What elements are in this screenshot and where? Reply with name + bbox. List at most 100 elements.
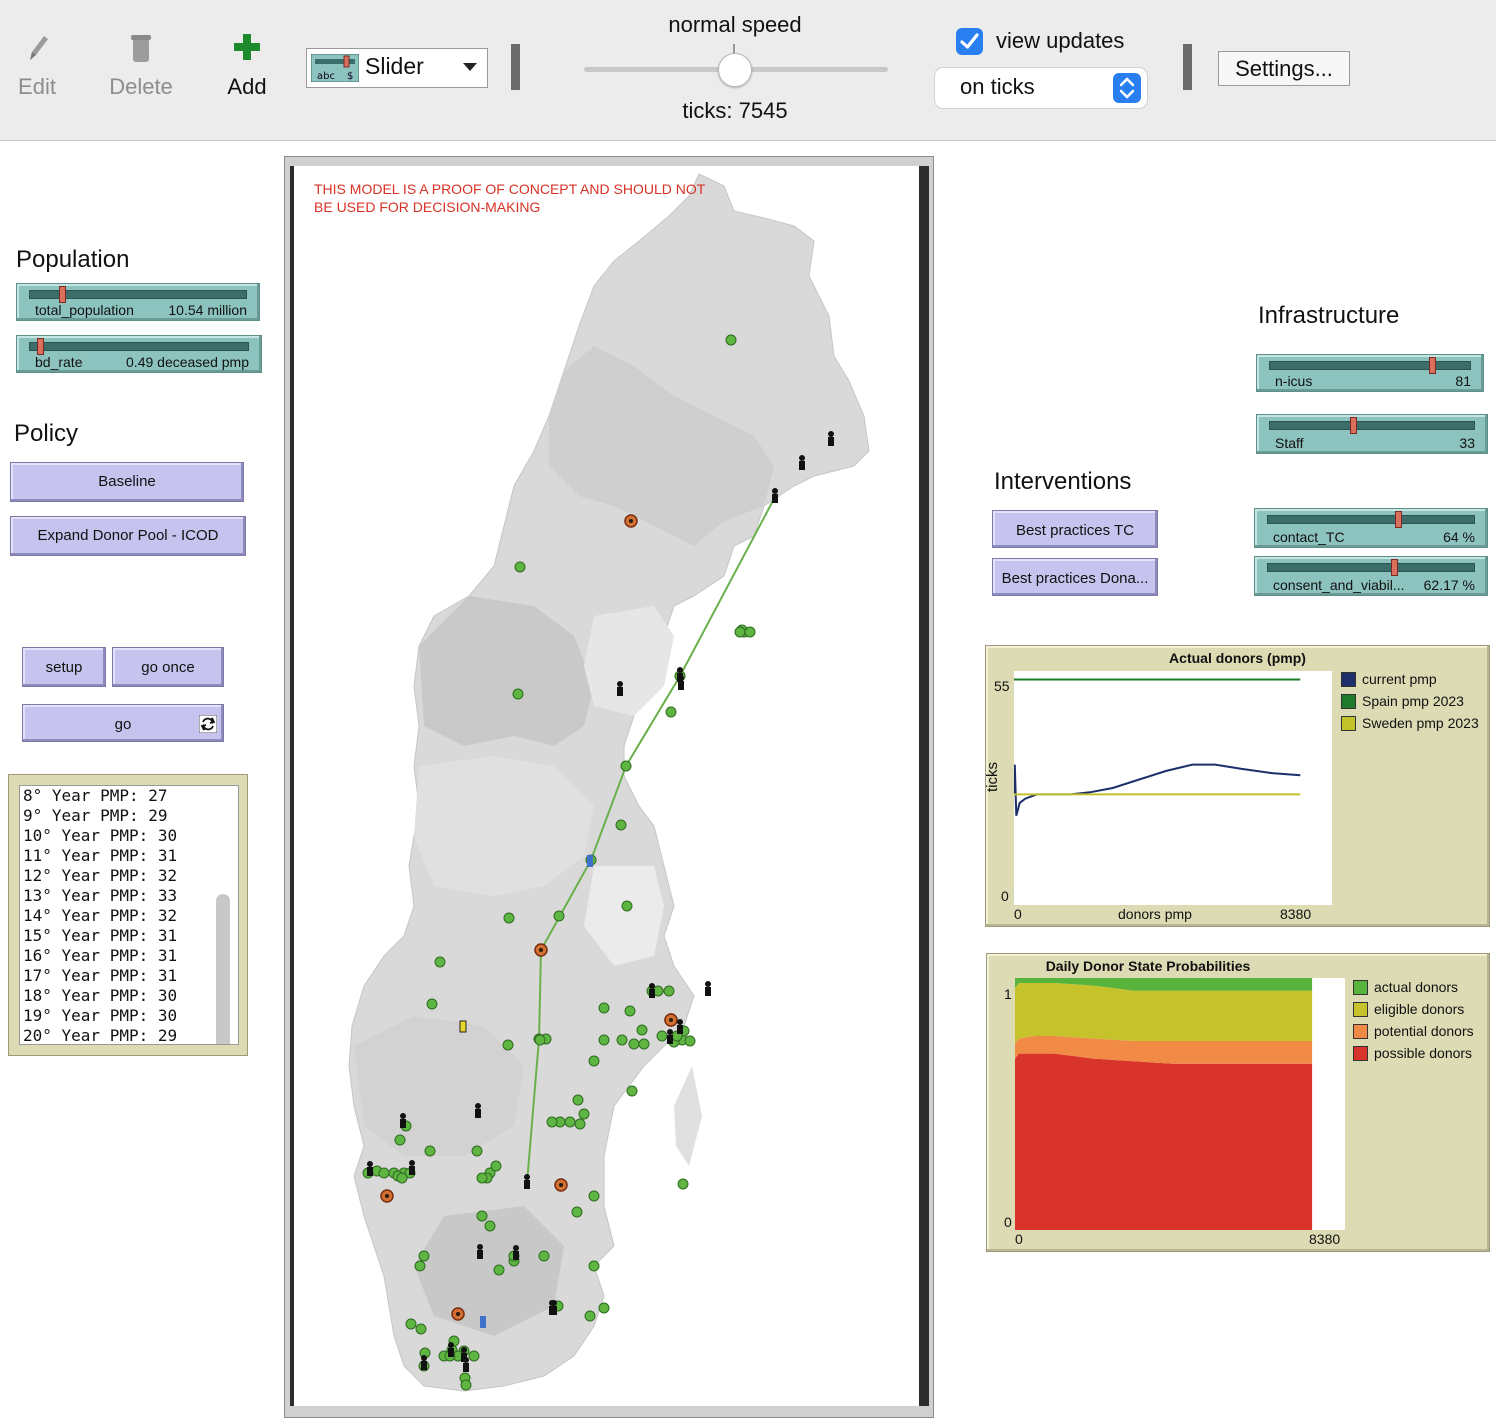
- hospital-node-icon: [434, 956, 446, 968]
- chevron-down-icon: [463, 63, 477, 71]
- slider-value: 64 %: [1443, 529, 1475, 545]
- bd-rate-slider[interactable]: bd_rate 0.49 deceased pmp: [16, 335, 262, 373]
- setup-button[interactable]: setup: [22, 647, 106, 687]
- person-icon: [772, 488, 778, 494]
- area-actual-donors: [1015, 978, 1313, 991]
- expand-donor-pool-button[interactable]: Expand Donor Pool - ICOD: [10, 516, 246, 556]
- contact-tc-slider[interactable]: contact_TC 64 %: [1254, 508, 1488, 548]
- hospital-node-icon: [418, 1250, 430, 1262]
- plot-area: [1013, 678, 1301, 816]
- transplant-center-dot: [669, 1018, 673, 1022]
- speed-slider-center-mark: [733, 44, 735, 54]
- output-line: 13° Year PMP: 33: [23, 886, 178, 905]
- add-button[interactable]: Add: [222, 30, 272, 100]
- widget-type-select[interactable]: abc $ Slider: [306, 48, 488, 88]
- hospital-node-icon: [564, 1116, 576, 1128]
- x-min-label: 0: [1015, 1231, 1023, 1247]
- hospital-node-icon: [734, 626, 746, 638]
- go-button[interactable]: go: [22, 704, 224, 742]
- slider-value: 10.54 million: [168, 302, 247, 318]
- hospital-node-icon: [598, 1002, 610, 1014]
- person-icon: [828, 431, 834, 437]
- transplant-center-dot: [539, 948, 543, 952]
- legend-swatch: [1353, 1002, 1368, 1017]
- hospital-node-icon: [677, 1178, 689, 1190]
- person-body: [678, 681, 684, 690]
- legend-item: potential donors: [1374, 1023, 1474, 1039]
- person-body: [705, 987, 711, 996]
- world-view[interactable]: THIS MODEL IS A PROOF OF CONCEPT AND SHO…: [294, 166, 919, 1406]
- legend-item: actual donors: [1374, 979, 1459, 995]
- view-updates-checkbox[interactable]: [956, 28, 983, 55]
- hospital-node-icon: [405, 1318, 417, 1330]
- person-icon: [705, 981, 711, 987]
- hospital-node-icon: [588, 1055, 600, 1067]
- baseline-button[interactable]: Baseline: [10, 462, 244, 502]
- transplant-center-dot: [385, 1194, 389, 1198]
- person-icon: [477, 1244, 483, 1250]
- person-body: [677, 1025, 683, 1034]
- settings-button[interactable]: Settings...: [1218, 51, 1350, 86]
- slider-handle[interactable]: [37, 338, 44, 355]
- total-population-slider[interactable]: total_population 10.54 million: [16, 283, 260, 321]
- slider-handle[interactable]: [1350, 417, 1357, 434]
- output-scrollbar[interactable]: [216, 894, 230, 1044]
- output-line: 11° Year PMP: 31: [23, 846, 178, 865]
- transplant-center-dot: [629, 519, 633, 523]
- hospital-node-icon: [598, 1034, 610, 1046]
- hospital-node-icon: [484, 1220, 496, 1232]
- slider-handle[interactable]: [1429, 357, 1436, 374]
- hospital-node-icon: [476, 1210, 488, 1222]
- output-line: 19° Year PMP: 30: [23, 1006, 178, 1025]
- person-body: [667, 1035, 673, 1044]
- n-icus-slider[interactable]: n-icus 81: [1256, 354, 1484, 392]
- svg-text:abc: abc: [317, 71, 335, 82]
- world-view-border: [919, 166, 929, 1406]
- actual-donors-plot[interactable]: Actual donors (pmp) 55 0 0 donors pmp 83…: [984, 645, 1490, 927]
- slider-value: 62.17 %: [1423, 577, 1475, 593]
- edit-button[interactable]: Edit: [14, 30, 60, 100]
- person-body: [475, 1109, 481, 1118]
- hospital-node-icon: [578, 1108, 590, 1120]
- hospital-node-icon: [396, 1172, 408, 1184]
- add-label: Add: [227, 74, 267, 99]
- person-icon: [617, 681, 623, 687]
- hospital-node-icon: [415, 1323, 427, 1335]
- button-label: Best practices TC: [1015, 522, 1135, 539]
- update-mode-select[interactable]: on ticks: [935, 68, 1147, 108]
- svg-text:$: $: [347, 71, 353, 82]
- best-practices-tc-button[interactable]: Best practices TC: [992, 510, 1158, 548]
- legend-swatch: [1353, 1046, 1368, 1061]
- hospital-node-icon: [656, 1030, 668, 1042]
- slider-handle[interactable]: [59, 286, 66, 303]
- slider-handle[interactable]: [1391, 559, 1398, 576]
- output-line: 16° Year PMP: 31: [23, 946, 178, 965]
- staff-slider[interactable]: Staff 33: [1256, 414, 1488, 454]
- area-potential-donors: [1015, 1036, 1313, 1064]
- person-icon: [448, 1342, 454, 1348]
- output-text-box[interactable]: 8° Year PMP: 27 9° Year PMP: 29 10° Year P…: [19, 785, 239, 1045]
- hospital-node-icon: [584, 1310, 596, 1322]
- consent-and-viability-slider[interactable]: consent_and_viabil... 62.17 %: [1254, 556, 1488, 596]
- person-icon: [400, 1113, 406, 1119]
- go-once-button[interactable]: go once: [112, 647, 224, 687]
- slider-track: [1267, 563, 1475, 572]
- donor-icon: [459, 1020, 467, 1033]
- legend-swatch: [1353, 980, 1368, 995]
- hospital-node-icon: [490, 1160, 502, 1172]
- legend-swatch: [1341, 716, 1356, 731]
- delete-button[interactable]: Delete: [104, 30, 178, 100]
- speed-slider-knob[interactable]: [718, 53, 752, 87]
- hospital-node-icon: [636, 1024, 648, 1036]
- plot-title: Actual donors (pmp): [1169, 650, 1306, 666]
- hospital-node-icon: [615, 819, 627, 831]
- best-practices-donation-button[interactable]: Best practices Dona...: [992, 558, 1158, 596]
- slider-handle[interactable]: [1395, 511, 1402, 528]
- person-icon: [367, 1161, 373, 1167]
- slider-value: 0.49 deceased pmp: [126, 354, 249, 370]
- hospital-node-icon: [468, 1350, 480, 1362]
- hospital-node-icon: [534, 1034, 546, 1046]
- legend-item: current pmp: [1362, 671, 1437, 687]
- donor-state-probabilities-plot[interactable]: Daily Donor State Probabilities 1 0 0 83…: [986, 953, 1490, 1252]
- hospital-node-icon: [725, 334, 737, 346]
